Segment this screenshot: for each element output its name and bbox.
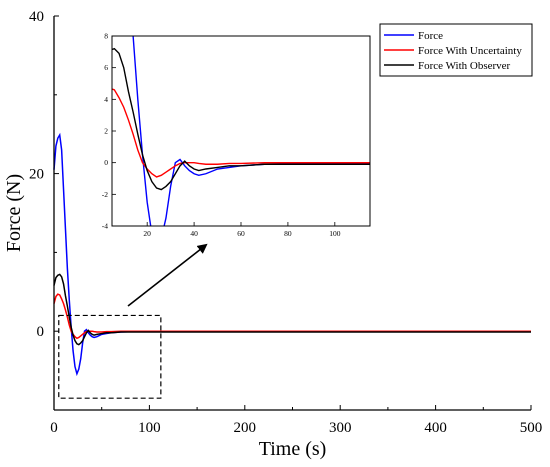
y-tick-label: 40 [29,9,44,25]
y-tick-label: 0 [37,324,45,340]
inset-y-tick-label: 0 [104,158,108,167]
y-tick-label: 20 [29,167,44,183]
x-tick-label: 0 [50,420,58,436]
series-line-2 [53,273,531,346]
x-tick-label: 500 [520,420,543,436]
arrow-line [127,243,208,307]
series-line-1 [53,293,531,340]
legend: Force Force With Uncertainty Force With Ob… [379,23,533,77]
inset-plot: 20 40 60 80 100 -4 -2 0 2 4 6 8 [102,32,371,238]
x-tick-label: 400 [424,420,447,436]
inset-x-tick-label: 100 [329,229,341,238]
x-axis-label: Time (s) [259,438,327,460]
inset-series-line-0 [132,36,370,226]
legend-label-1: Force With Uncertainty [418,45,522,57]
inset-series-line-1 [112,88,370,178]
inset-y-tick-label: 2 [104,127,108,136]
zoom-region-box [58,314,162,399]
zoom-arrow [127,243,208,307]
inset-y-tick-label: 4 [104,95,108,104]
inset-series-line-2 [112,47,370,191]
inset-x-tick-label: 60 [237,229,245,238]
inset-background [112,36,370,226]
inset-y-tick-label: -4 [102,222,108,231]
legend-label-2: Force With Observer [418,60,511,72]
x-tick-label: 100 [138,420,161,436]
inset-y-tick-label: -2 [102,190,108,199]
main-plot [53,132,531,377]
legend-label-0: Force [418,30,443,42]
y-axis-label: Force (N) [3,174,25,252]
zoom-rect [58,314,162,399]
x-tick-label: 300 [329,420,352,436]
inset-series [112,36,370,226]
inset-x-tick-label: 80 [284,229,292,238]
inset-y-tick-label: 6 [104,63,108,72]
inset-y-tick-label: 8 [104,32,108,41]
x-tick-label: 200 [234,420,257,436]
inset-x-tick-label: 40 [190,229,198,238]
inset-x-tick-label: 20 [143,229,151,238]
